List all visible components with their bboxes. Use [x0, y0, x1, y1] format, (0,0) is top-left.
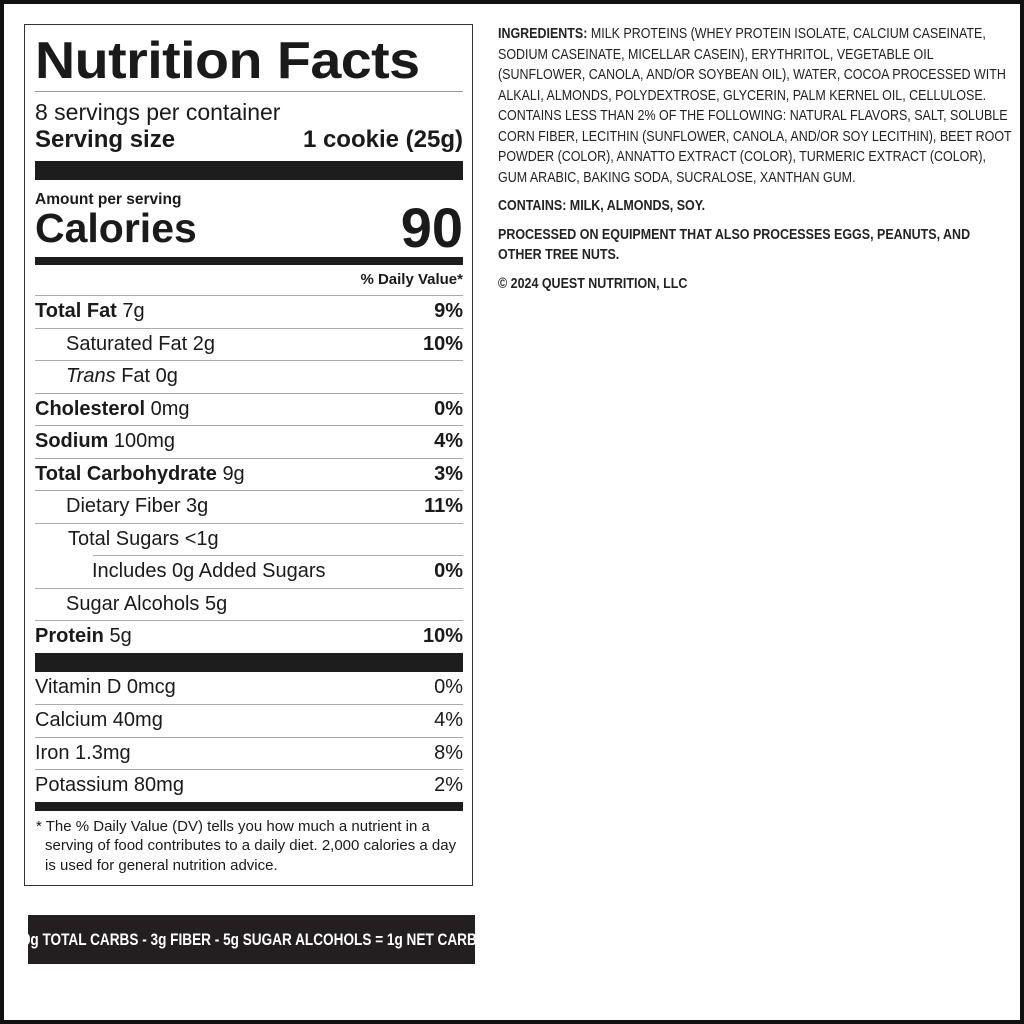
thick-divider [35, 652, 463, 672]
nutrition-facts-panel: Nutrition Facts 8 servings per container… [24, 24, 473, 886]
calories-value: 90 [400, 196, 463, 259]
nutrient-row-total-carbohydrate: Total Carbohydrate 9g 3% [35, 457, 463, 491]
ingredients-text: MILK PROTEINS (WHEY PROTEIN ISOLATE, CAL… [498, 26, 1012, 186]
nutrient-row-total-fat: Total Fat 7g 9% [35, 295, 463, 328]
panel-title: Nutrition Facts [35, 32, 420, 90]
nutrient-row-sugar-alcohols: Sugar Alcohols 5g [35, 587, 463, 621]
divider [35, 91, 463, 92]
nutrient-row-cholesterol: Cholesterol 0mg 0% [35, 392, 463, 426]
ingredients-label: INGREDIENTS: [498, 26, 588, 42]
vitamin-row-vitamin-d: Vitamin D 0mcg 0% [35, 676, 463, 699]
net-carbs-banner: *9g TOTAL CARBS - 3g FIBER - 5g SUGAR AL… [17, 915, 486, 964]
serving-size-label: Serving size [35, 126, 176, 153]
calories-label: Calories [35, 205, 197, 251]
vitamin-row-potassium: Potassium 80mg 2% [35, 769, 463, 802]
net-carbs-text: *9g TOTAL CARBS - 3g FIBER - 5g SUGAR AL… [17, 929, 486, 949]
nutrient-row-sodium: Sodium 100mg 4% [35, 425, 463, 458]
daily-value-footnote: * The % Daily Value (DV) tells you how m… [36, 817, 457, 874]
nutrient-row-trans-fat: Trans Fat 0g [35, 360, 463, 393]
vitamin-row-iron: Iron 1.3mg 8% [35, 736, 463, 770]
processing-statement: PROCESSED ON EQUIPMENT THAT ALSO PROCESS… [498, 226, 971, 264]
nutrient-row-saturated-fat: Saturated Fat 2g 10% [35, 327, 463, 361]
serving-size-row: Serving size 1 cookie (25g) [35, 125, 463, 155]
nutrient-row-total-sugars: Total Sugars <1g [35, 522, 463, 556]
ingredients-section: INGREDIENTS: MILK PROTEINS (WHEY PROTEIN… [498, 24, 1018, 302]
nutrient-row-added-sugars: Includes 0g Added Sugars 0% [35, 555, 463, 588]
nutrient-row-protein: Protein 5g 10% [35, 620, 463, 653]
calories-row: Calories 90 [35, 196, 463, 259]
copyright: © 2024 QUEST NUTRITION, LLC [498, 275, 688, 292]
serving-size-value: 1 cookie (25g) [302, 126, 463, 153]
servings-per-container: 8 servings per container [35, 99, 281, 125]
nutrient-row-dietary-fiber: Dietary Fiber 3g 11% [35, 490, 463, 523]
thick-divider [35, 161, 463, 180]
medium-divider [35, 801, 463, 811]
vitamin-row-calcium: Calcium 40mg 4% [35, 704, 463, 737]
daily-value-header: % Daily Value* [360, 271, 463, 288]
allergen-contains: CONTAINS: MILK, ALMONDS, SOY. [498, 198, 706, 214]
amount-per-serving: Amount per serving [35, 191, 182, 208]
medium-divider [35, 257, 463, 265]
